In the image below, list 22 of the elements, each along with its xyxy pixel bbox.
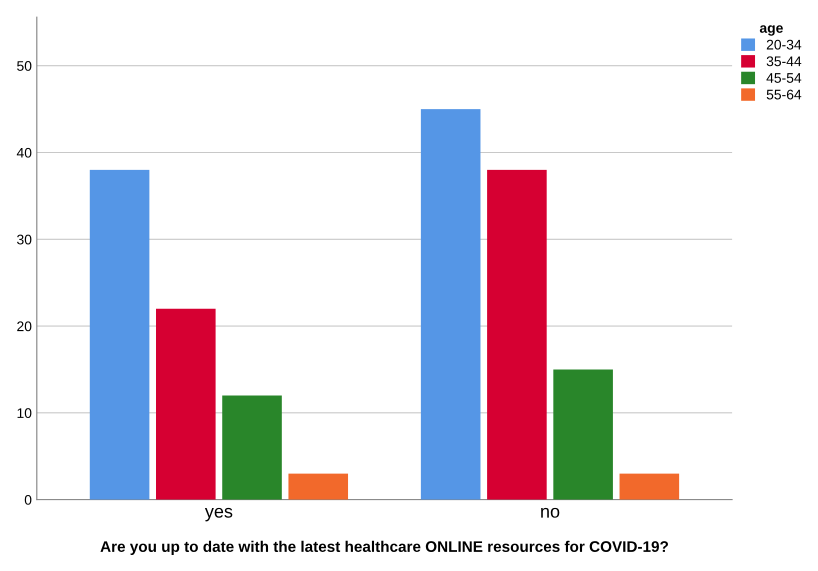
- legend-label: 55-64: [766, 90, 802, 100]
- y-tick-label: 30: [17, 234, 32, 244]
- y-tick-label: 20: [17, 321, 32, 332]
- bar: [288, 474, 348, 500]
- x-tick-label: no: [541, 508, 560, 518]
- legend-title: age: [760, 25, 783, 36]
- legend-label: 45-54: [766, 73, 802, 83]
- bar: [420, 109, 480, 500]
- bar: [90, 170, 150, 500]
- legend-label: 35-44: [766, 56, 802, 66]
- bar: [487, 170, 547, 500]
- y-tick-label: 0: [24, 494, 32, 505]
- x-tick-label: yes: [204, 508, 232, 522]
- y-tick-label: 50: [17, 61, 32, 71]
- bar: [620, 474, 680, 500]
- y-tick-label: 40: [16, 148, 32, 158]
- legend-label: 20-34: [766, 40, 802, 50]
- y-tick-label: 10: [18, 408, 32, 418]
- x-axis-title: Are you up to date with the latest healthcare ONLINE resources for COVID-19?: [100, 540, 668, 556]
- bar: [156, 308, 216, 500]
- bar: [222, 395, 282, 500]
- bar: [553, 369, 613, 500]
